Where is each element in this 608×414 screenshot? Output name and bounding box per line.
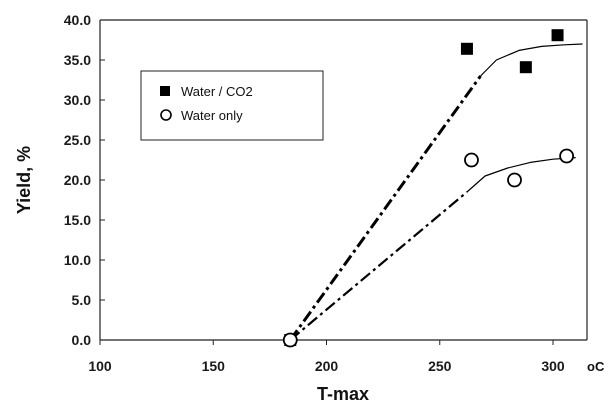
x-axis-unit: oC: [587, 359, 605, 374]
legend-marker-water-only: [160, 109, 172, 121]
legend-box: [140, 70, 324, 141]
legend-label-water-co2: Water / CO2: [181, 84, 253, 99]
y-tick-label: 25.0: [64, 132, 91, 148]
y-axis-ticks: 0.0 5.0 10.0 15.0 20.0 25.0 30.0 35.0 40.0: [64, 12, 105, 348]
x-tick-label: 100: [88, 358, 112, 374]
data-point-water-only: [282, 332, 298, 348]
data-points: [282, 29, 575, 348]
x-tick-label: 300: [541, 358, 565, 374]
y-tick-label: 0.0: [72, 332, 92, 348]
trend-dash-dot-line: [289, 191, 468, 341]
trend-curve: [480, 43, 583, 77]
legend: Water / CO2 Water only: [140, 70, 324, 141]
y-tick-label: 15.0: [64, 212, 91, 228]
y-axis-title: Yield, %: [14, 146, 34, 214]
x-axis-title: T-max: [317, 384, 369, 404]
y-tick-label: 30.0: [64, 92, 91, 108]
legend-label-water-only: Water only: [181, 108, 243, 123]
y-tick-label: 35.0: [64, 52, 91, 68]
y-tick-label: 20.0: [64, 172, 91, 188]
data-point-water-only: [559, 148, 575, 164]
x-tick-label: 150: [202, 358, 226, 374]
x-tick-label: 200: [315, 358, 339, 374]
x-axis-ticks: 100 150 200 250 300: [88, 340, 565, 374]
data-point-water-only: [507, 172, 522, 188]
y-tick-label: 5.0: [72, 292, 92, 308]
plot-area: [99, 19, 588, 341]
data-point-water-co2: [519, 61, 532, 74]
y-tick-label: 10.0: [64, 252, 91, 268]
y-tick-label: 40.0: [64, 12, 91, 28]
legend-marker-water-co2: [160, 86, 170, 96]
data-point-water-only: [464, 152, 479, 168]
data-point-water-co2: [551, 29, 564, 42]
trend-curve: [466, 157, 576, 193]
x-tick-label: 250: [428, 358, 452, 374]
trend-dash-dot-line: [289, 75, 482, 341]
data-point-water-co2: [460, 42, 473, 55]
trend-lines: [289, 43, 583, 341]
